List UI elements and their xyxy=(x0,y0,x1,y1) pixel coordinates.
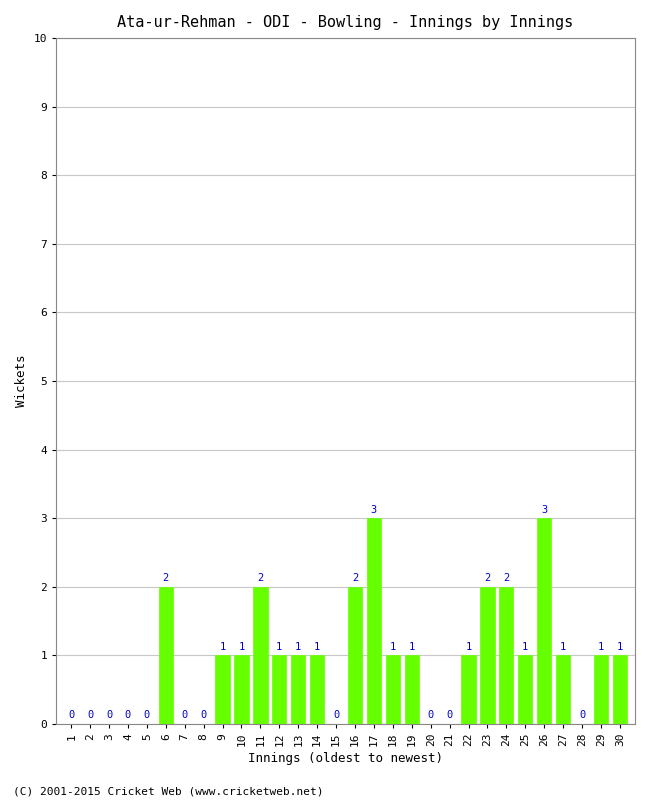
Bar xyxy=(480,586,495,724)
Bar xyxy=(291,655,305,724)
Text: 0: 0 xyxy=(579,710,585,721)
Text: 2: 2 xyxy=(257,574,263,583)
Text: 1: 1 xyxy=(220,642,226,652)
Text: 2: 2 xyxy=(162,574,169,583)
Title: Ata-ur-Rehman - ODI - Bowling - Innings by Innings: Ata-ur-Rehman - ODI - Bowling - Innings … xyxy=(118,15,574,30)
Text: 1: 1 xyxy=(276,642,283,652)
Bar xyxy=(159,586,173,724)
Bar xyxy=(594,655,608,724)
Text: 0: 0 xyxy=(428,710,434,721)
Text: 2: 2 xyxy=(503,574,510,583)
X-axis label: Innings (oldest to newest): Innings (oldest to newest) xyxy=(248,752,443,765)
Text: 1: 1 xyxy=(522,642,528,652)
Bar xyxy=(215,655,229,724)
Text: (C) 2001-2015 Cricket Web (www.cricketweb.net): (C) 2001-2015 Cricket Web (www.cricketwe… xyxy=(13,786,324,796)
Bar xyxy=(518,655,532,724)
Bar xyxy=(235,655,248,724)
Text: 0: 0 xyxy=(87,710,93,721)
Text: 0: 0 xyxy=(201,710,207,721)
Bar xyxy=(405,655,419,724)
Text: 3: 3 xyxy=(541,505,547,514)
Bar xyxy=(537,518,551,724)
Text: 1: 1 xyxy=(617,642,623,652)
Bar xyxy=(385,655,400,724)
Text: 1: 1 xyxy=(560,642,566,652)
Bar xyxy=(499,586,514,724)
Text: 2: 2 xyxy=(352,574,358,583)
Bar xyxy=(272,655,287,724)
Text: 2: 2 xyxy=(484,574,491,583)
Bar xyxy=(254,586,268,724)
Text: 1: 1 xyxy=(390,642,396,652)
Text: 0: 0 xyxy=(181,710,188,721)
Text: 3: 3 xyxy=(370,505,377,514)
Text: 0: 0 xyxy=(144,710,150,721)
Text: 1: 1 xyxy=(239,642,244,652)
Bar xyxy=(348,586,362,724)
Text: 1: 1 xyxy=(465,642,472,652)
Text: 0: 0 xyxy=(125,710,131,721)
Bar xyxy=(310,655,324,724)
Bar xyxy=(613,655,627,724)
Text: 0: 0 xyxy=(447,710,452,721)
Text: 0: 0 xyxy=(106,710,112,721)
Text: 1: 1 xyxy=(295,642,302,652)
Text: 1: 1 xyxy=(598,642,604,652)
Y-axis label: Wickets: Wickets xyxy=(15,354,28,407)
Bar xyxy=(367,518,381,724)
Bar xyxy=(556,655,570,724)
Text: 1: 1 xyxy=(314,642,320,652)
Text: 1: 1 xyxy=(409,642,415,652)
Text: 0: 0 xyxy=(333,710,339,721)
Bar xyxy=(462,655,476,724)
Text: 0: 0 xyxy=(68,710,74,721)
